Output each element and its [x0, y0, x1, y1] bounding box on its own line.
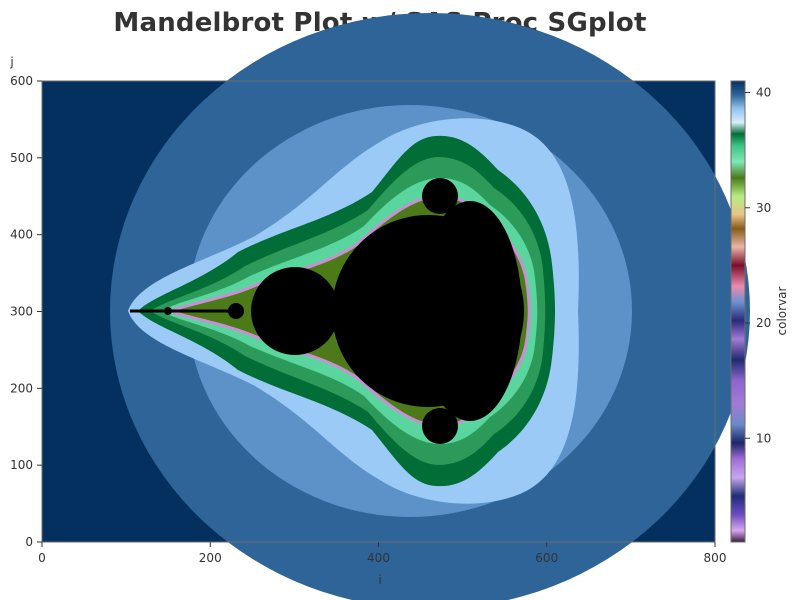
- y-tick-label: 500: [10, 151, 33, 165]
- colorbar-tick-label: 40: [756, 86, 771, 100]
- y-tick-label: 100: [10, 458, 33, 472]
- colorbar-tick-label: 30: [756, 201, 771, 215]
- y-tick-label: 0: [25, 535, 33, 549]
- colorbar: 10 20 30 40 colorvar: [730, 80, 789, 543]
- x-axis-label: i: [378, 573, 381, 587]
- antenna: [130, 309, 240, 313]
- set-interior: [130, 178, 524, 444]
- heatmap-area: [42, 13, 750, 600]
- bottom-bulb: [422, 408, 458, 444]
- y-tick-label: 200: [10, 381, 33, 395]
- y-axis-label: j: [9, 55, 13, 69]
- colorbar-tick-label: 20: [756, 316, 771, 330]
- y-tick-label: 400: [10, 228, 33, 242]
- x-tick-label: 800: [704, 551, 727, 565]
- period-2-bulb: [251, 267, 339, 355]
- colorbar-tick-label: 10: [756, 431, 771, 445]
- x-tick-label: 200: [199, 551, 222, 565]
- x-tick-label: 0: [38, 551, 46, 565]
- colorbar-gradient: [730, 80, 746, 543]
- colorbar-label: colorvar: [775, 286, 789, 335]
- y-tick-label: 600: [10, 74, 33, 88]
- x-tick-label: 600: [535, 551, 558, 565]
- x-tick-label: 400: [367, 551, 390, 565]
- y-tick-label: 300: [10, 305, 33, 319]
- x-axis: 0 200 400 600 800 i: [38, 542, 726, 587]
- y-axis: 0 100 200 300 400 500 600 j: [9, 55, 42, 549]
- top-bulb: [422, 178, 458, 214]
- main-cardioid-lobe: [418, 201, 522, 421]
